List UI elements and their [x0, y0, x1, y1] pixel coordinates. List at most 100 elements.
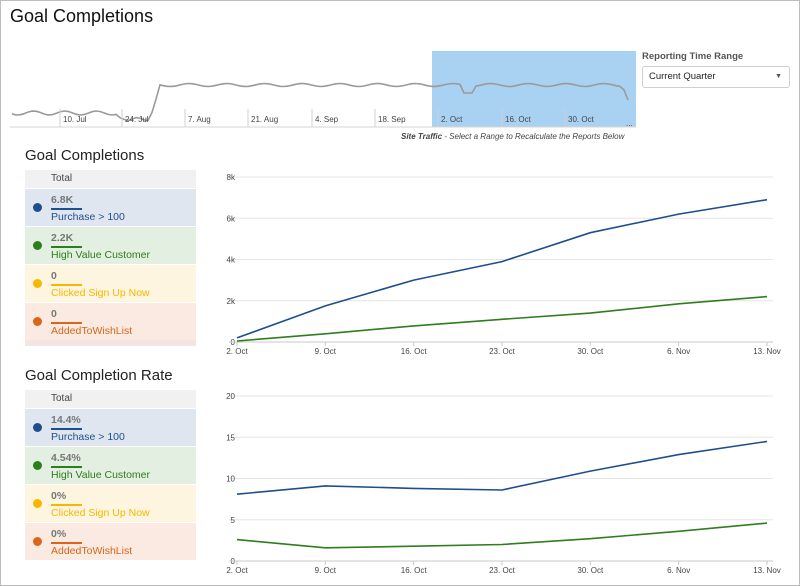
goal-completion-rate-legend: Total 14.4% Purchase > 100 4.54% High Va… [25, 390, 196, 560]
legend-underline [51, 208, 82, 210]
legend-value: 0% [51, 528, 67, 540]
legend-total-label: Total [25, 170, 196, 188]
x-tick-label: 16. Oct [401, 347, 428, 356]
legend-item-clicked-sign-up[interactable]: 0 Clicked Sign Up Now [25, 265, 196, 302]
overview-tick-label: 7. Aug [188, 115, 211, 124]
legend-underline [51, 322, 82, 324]
overview-caption-text: - Select a Range to Recalculate the Repo… [442, 132, 625, 141]
x-tick-label: 30. Oct [577, 347, 604, 356]
series-dot-icon [33, 279, 42, 288]
page-title: Goal Completions [10, 6, 154, 26]
site-traffic-navigator[interactable]: 10. Jul 24. Jul 7. Aug 21. Aug 4. Sep 18. Sep… [10, 49, 636, 145]
x-tick-label: 9. Oct [315, 347, 337, 356]
y-tick-label: 4k [227, 256, 236, 265]
overview-tick-label: 24. Jul [125, 115, 149, 124]
overview-ellipsis: ... [626, 119, 633, 128]
legend-item-purchase[interactable]: 6.8K Purchase > 100 [25, 189, 196, 226]
legend-total-label: Total [25, 390, 196, 408]
overview-caption-bold: Site Traffic [401, 132, 443, 141]
legend-underline [51, 542, 82, 544]
legend-name[interactable]: Purchase > 100 [51, 211, 125, 223]
overview-tick-label: 4. Sep [315, 115, 339, 124]
series-dot-icon [33, 423, 42, 432]
x-tick-label: 13. Nov [753, 566, 781, 575]
series-dot-icon [33, 241, 42, 250]
overview-tick-label: 16. Oct [505, 115, 532, 124]
series-line-high-value-customer [236, 522, 768, 549]
legend-name[interactable]: Purchase > 100 [51, 431, 125, 443]
y-tick-label: 5 [231, 516, 236, 525]
legend-name[interactable]: Clicked Sign Up Now [51, 507, 150, 519]
legend-item-added-to-wishlist[interactable]: 0 AddedToWishList [25, 303, 196, 340]
legend-value: 6.8K [51, 194, 74, 206]
reporting-time-range-value: Current Quarter [649, 71, 716, 82]
chevron-down-icon: ▼ [775, 73, 782, 80]
series-dot-icon [33, 499, 42, 508]
legend-name[interactable]: High Value Customer [51, 469, 151, 481]
y-tick-label: 2k [227, 297, 236, 306]
legend-name[interactable]: High Value Customer [51, 249, 151, 261]
x-tick-label: 6. Nov [667, 347, 690, 356]
x-tick-label: 2. Oct [226, 347, 248, 356]
y-tick-label: 20 [226, 392, 235, 401]
legend-name[interactable]: Clicked Sign Up Now [51, 287, 150, 299]
series-dot-icon [33, 461, 42, 470]
reporting-time-range-label: Reporting Time Range [642, 51, 744, 62]
series-line-purchase-100 [236, 198, 768, 339]
legend-underline [51, 504, 82, 506]
legend-footer [25, 340, 196, 346]
overview-tick-label: 10. Jul [63, 115, 87, 124]
series-line-purchase-100 [236, 440, 768, 495]
selected-range [432, 51, 636, 127]
goal-completion-rate-title: Goal Completion Rate [25, 367, 173, 384]
y-tick-label: 6k [227, 214, 236, 223]
legend-item-high-value-customer[interactable]: 4.54% High Value Customer [25, 447, 196, 484]
overview-tick-label: 18. Sep [378, 115, 406, 124]
series-line-high-value-customer [236, 295, 768, 342]
y-tick-label: 10 [226, 475, 235, 484]
legend-value: 0% [51, 490, 67, 502]
x-tick-label: 13. Nov [753, 347, 781, 356]
overview-caption: Site Traffic - Select a Range to Recalcu… [401, 132, 631, 141]
goal-completions-legend: Total 6.8K Purchase > 100 2.2K High Valu… [25, 170, 196, 346]
legend-name[interactable]: AddedToWishList [51, 545, 133, 557]
overview-chart[interactable]: 10. Jul 24. Jul 7. Aug 21. Aug 4. Sep 18. Sep… [10, 49, 636, 145]
series-dot-icon [33, 537, 42, 546]
y-tick-label: 15 [226, 433, 235, 442]
reporting-time-range-select[interactable]: Current Quarter ▼ [642, 66, 790, 88]
legend-name[interactable]: AddedToWishList [51, 325, 133, 337]
x-tick-label: 23. Oct [489, 347, 516, 356]
overview-tick-label: 21. Aug [251, 115, 278, 124]
legend-value: 0 [51, 308, 57, 320]
legend-underline [51, 284, 82, 286]
legend-item-added-to-wishlist[interactable]: 0% AddedToWishList [25, 523, 196, 560]
legend-underline [51, 428, 82, 430]
x-tick-label: 9. Oct [315, 566, 337, 575]
x-tick-label: 6. Nov [667, 566, 690, 575]
legend-value: 0 [51, 270, 57, 282]
x-tick-label: 23. Oct [489, 566, 516, 575]
y-tick-label: 8k [227, 173, 236, 182]
legend-value: 14.4% [51, 414, 81, 426]
x-tick-label: 16. Oct [401, 566, 428, 575]
legend-item-high-value-customer[interactable]: 2.2K High Value Customer [25, 227, 196, 264]
series-dot-icon [33, 203, 42, 212]
legend-item-purchase[interactable]: 14.4% Purchase > 100 [25, 409, 196, 446]
goal-completions-title: Goal Completions [25, 147, 145, 164]
legend-value: 4.54% [51, 452, 81, 464]
legend-underline [51, 466, 82, 468]
legend-item-clicked-sign-up[interactable]: 0% Clicked Sign Up Now [25, 485, 196, 522]
overview-tick-label: 30. Oct [568, 115, 595, 124]
legend-underline [51, 246, 82, 248]
reporting-time-range: Reporting Time Range Current Quarter ▼ [642, 51, 790, 88]
traffic-line [11, 82, 629, 122]
overview-tick-label: 2. Oct [441, 115, 463, 124]
series-dot-icon [33, 317, 42, 326]
x-tick-label: 30. Oct [577, 566, 604, 575]
x-tick-label: 2. Oct [226, 566, 248, 575]
